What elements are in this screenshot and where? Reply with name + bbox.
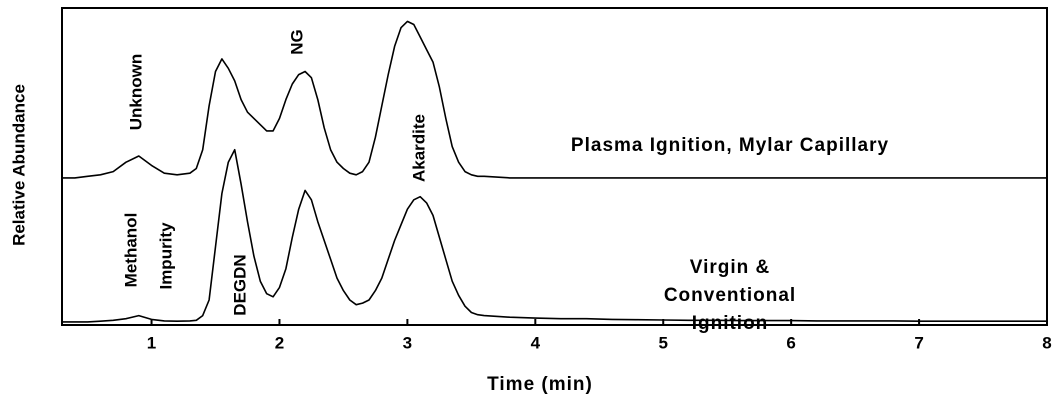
x-tick-label: 4 bbox=[531, 333, 541, 352]
series-label: Virgin & Conventional Ignition bbox=[663, 257, 797, 334]
plot-frame bbox=[61, 7, 1048, 326]
x-axis-label: Time (min) bbox=[487, 374, 593, 395]
x-tick-label: 1 bbox=[147, 333, 156, 352]
peak-label: Methanol bbox=[121, 213, 140, 288]
series-label: Plasma Ignition, Mylar Capillary bbox=[570, 135, 890, 156]
x-tick-label: 2 bbox=[275, 333, 284, 352]
peak-label: Impurity bbox=[156, 222, 175, 290]
x-tick-label: 5 bbox=[658, 333, 667, 352]
peak-label: DEGDN bbox=[230, 254, 249, 315]
x-tick-label: 3 bbox=[403, 333, 412, 352]
trace bbox=[62, 148, 1047, 323]
peak-label: Unknown bbox=[126, 54, 145, 131]
x-tick-label: 7 bbox=[914, 333, 923, 352]
y-axis-label: Relative Abundance bbox=[9, 84, 28, 246]
peak-label: NG bbox=[287, 29, 306, 55]
peak-label: Akardite bbox=[409, 114, 428, 182]
trace bbox=[62, 20, 1047, 179]
x-tick-label: 6 bbox=[786, 333, 795, 352]
x-tick-label: 8 bbox=[1042, 333, 1051, 352]
